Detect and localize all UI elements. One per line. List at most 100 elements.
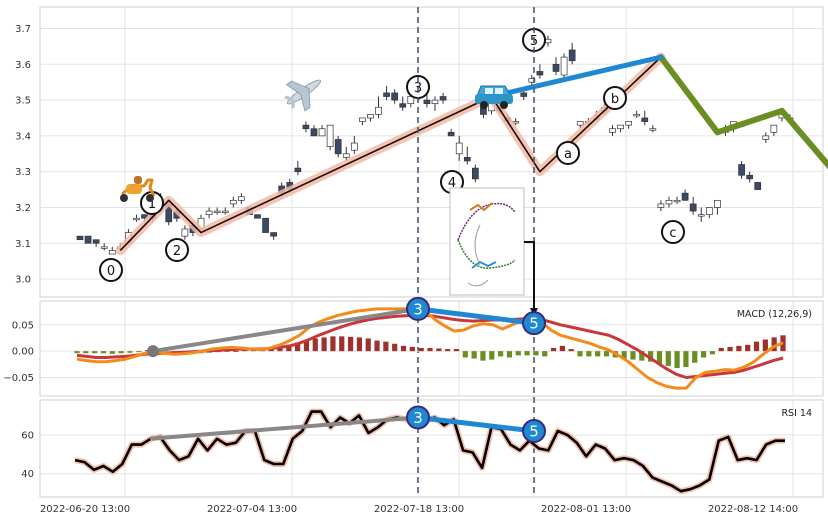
candle: [342, 153, 350, 158]
macd-histogram-bar: [762, 339, 768, 352]
macd-histogram-bar: [100, 351, 107, 354]
macd-histogram-bar: [621, 351, 627, 359]
marker-label: 3: [413, 409, 423, 427]
y-tick-label: 3.3: [15, 167, 31, 178]
car-icon: [475, 85, 513, 109]
candle: [181, 228, 189, 237]
macd-histogram-bar: [242, 350, 248, 352]
macd-histogram-bar: [771, 337, 777, 352]
candle: [471, 167, 479, 180]
candle: [391, 92, 399, 101]
macd-histogram-bar: [374, 340, 380, 352]
y-tick-label: 3.0: [15, 275, 31, 286]
y-tick-label: 0.00: [12, 347, 34, 358]
macd-histogram-bar: [630, 351, 636, 360]
candle: [423, 99, 431, 105]
macd-histogram-bar: [736, 345, 742, 352]
wave-label-text: 1: [148, 197, 156, 212]
macd-histogram-bar: [83, 351, 89, 354]
macd-histogram-bar: [127, 351, 133, 353]
candle: [762, 135, 770, 140]
macd-histogram-bar: [595, 351, 601, 357]
wave-label-2: 2: [165, 238, 189, 262]
macd-histogram-bar: [356, 337, 362, 352]
y-tick-label: 40: [21, 469, 34, 480]
y-tick-label: 3.7: [15, 24, 31, 35]
candle: [455, 142, 463, 155]
connector-line: [524, 241, 535, 312]
wave-label-circle: [556, 141, 580, 165]
candle: [294, 167, 302, 173]
candle: [254, 214, 261, 219]
macd-panel: 0.05 0.00 −0.05 3 5 MACD (12,26,9): [3, 296, 823, 390]
candle: [617, 124, 624, 130]
airplane-icon: [283, 79, 322, 112]
macd-histogram-bar: [524, 351, 530, 356]
macd-histogram-bar: [498, 351, 504, 357]
divergence-line-price: [488, 54, 664, 100]
macd-histogram-bar: [400, 345, 407, 352]
candle: [633, 114, 641, 117]
candle: [133, 217, 140, 221]
rsi-panel-title: RSI 14: [781, 408, 812, 419]
x-tick-label: 2022-07-18 13:00: [374, 504, 464, 515]
candle: [673, 199, 681, 203]
macd-histogram-bar: [718, 347, 724, 352]
candle: [536, 71, 544, 76]
macd-panel-title: MACD (12,26,9): [737, 309, 812, 320]
candle: [520, 92, 528, 97]
candle: [665, 199, 673, 205]
macd-histogram-bar: [418, 347, 424, 352]
macd-histogram-bar: [445, 349, 451, 352]
candle: [310, 128, 318, 137]
candle: [270, 232, 277, 237]
macd-marker-3: 3: [406, 296, 430, 321]
y-tick-label: 3.6: [15, 60, 31, 71]
macd-histogram-bar: [109, 351, 115, 354]
wave-label-text: a: [564, 147, 572, 162]
candle: [326, 124, 334, 147]
macd-histogram-bar: [674, 351, 680, 369]
candle: [641, 117, 649, 122]
candle: [108, 250, 116, 255]
macd-histogram-bar: [603, 351, 610, 357]
x-tick-label: 2022-07-04 13:00: [207, 504, 297, 515]
macd-trend-line: [152, 306, 419, 354]
y-tick-label: 3.1: [15, 239, 31, 250]
macd-histogram-bar: [639, 351, 645, 361]
candle: [697, 214, 705, 217]
rsi-marker-3: 3: [406, 405, 430, 430]
macd-histogram-bar: [224, 351, 230, 352]
macd-trend-start: [147, 345, 159, 358]
marker-label: 5: [529, 315, 539, 333]
macd-histogram-bar: [665, 351, 671, 366]
macd-histogram-bar: [506, 351, 513, 358]
macd-histogram-bar: [559, 345, 565, 352]
candle: [746, 174, 754, 180]
y-tick-label: 3.5: [15, 96, 31, 107]
macd-histogram-bar: [709, 351, 715, 355]
candle: [205, 210, 213, 216]
macd-histogram-bar: [92, 351, 98, 354]
macd-histogram-bar: [136, 351, 142, 353]
x-tick-label: 2022-06-20 13:00: [40, 504, 130, 515]
wave-label-text: 2: [173, 244, 181, 259]
candle: [334, 139, 342, 155]
wave-label-text: c: [669, 226, 676, 241]
rsi-trend-line: [149, 415, 419, 441]
macd-histogram-bar: [392, 343, 398, 352]
wave-label-text: 0: [107, 264, 115, 279]
macd-histogram-bar: [295, 342, 301, 352]
macd-histogram-bar: [727, 346, 733, 352]
macd-histogram-bar: [753, 341, 760, 352]
wave-label-b: b: [603, 86, 627, 110]
macd-histogram-bar: [700, 351, 707, 358]
macd-histogram-bar: [656, 351, 663, 364]
macd-histogram-bar: [118, 351, 124, 354]
macd-histogram-bar: [383, 341, 389, 352]
y-tick-label: 60: [21, 430, 34, 441]
macd-histogram-bar: [550, 347, 557, 352]
candle: [92, 239, 100, 244]
macd-histogram-bar: [586, 351, 592, 357]
